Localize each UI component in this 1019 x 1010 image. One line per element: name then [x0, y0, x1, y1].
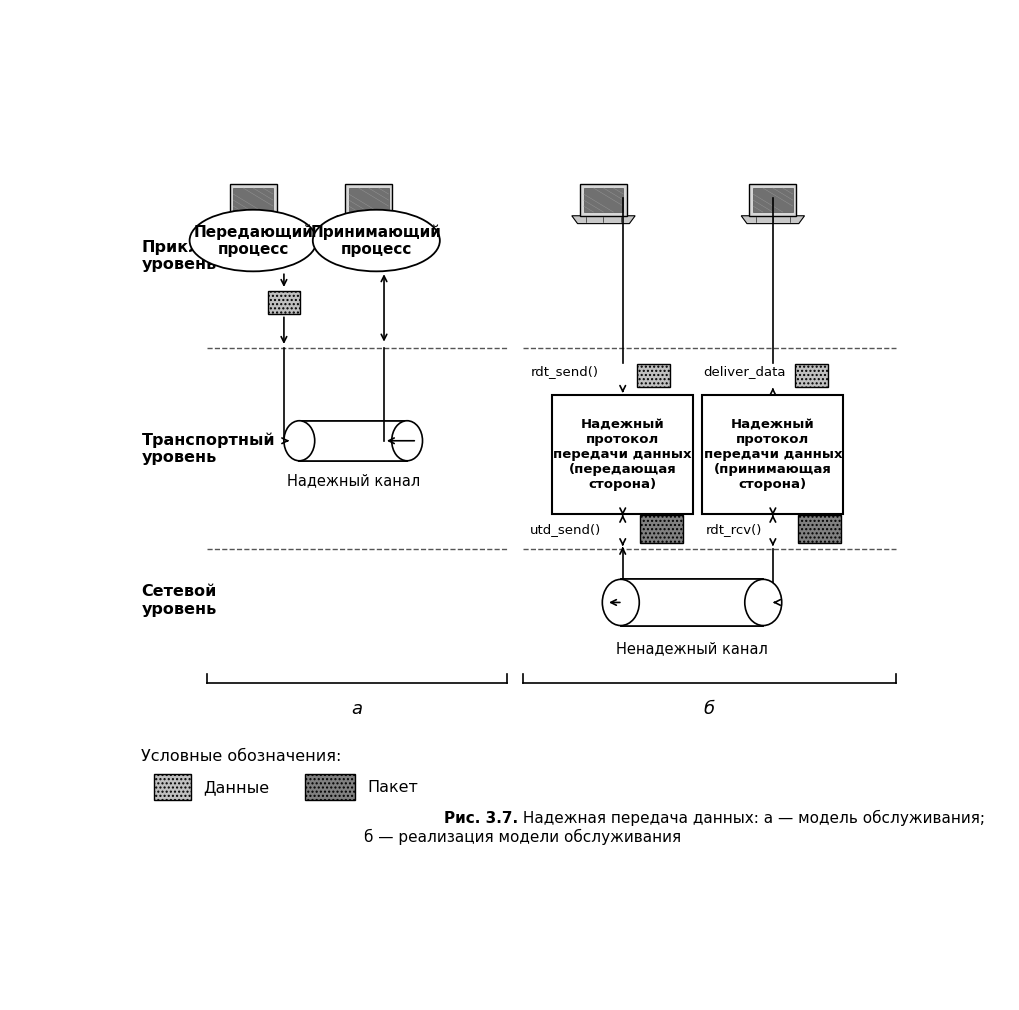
Bar: [753, 188, 793, 212]
Bar: [795, 364, 827, 387]
Bar: [305, 774, 356, 800]
Bar: [621, 580, 763, 625]
Text: Принимающий
процесс: Принимающий процесс: [311, 224, 442, 257]
Bar: [345, 185, 392, 216]
Bar: [233, 188, 273, 212]
Bar: [749, 185, 797, 216]
Text: deliver_data: deliver_data: [703, 365, 786, 378]
Ellipse shape: [284, 421, 315, 461]
Bar: [154, 774, 191, 800]
Text: Ненадежный канал: Ненадежный канал: [616, 641, 768, 655]
Text: Надежный канал: Надежный канал: [286, 473, 420, 488]
Bar: [640, 515, 683, 543]
Bar: [268, 291, 300, 314]
Text: Условные обозначения:: Условные обозначения:: [142, 749, 341, 764]
Polygon shape: [221, 216, 284, 223]
Text: Данные: Данные: [203, 780, 269, 795]
Text: Пакет: Пакет: [367, 780, 418, 795]
Text: Рис. 3.7.: Рис. 3.7.: [444, 811, 519, 825]
Bar: [702, 395, 844, 514]
Bar: [580, 185, 627, 216]
Text: rdt_send(): rdt_send(): [530, 365, 598, 378]
Text: Транспортный
уровень: Транспортный уровень: [142, 432, 275, 465]
Bar: [300, 421, 408, 461]
Text: Надежный
протокол
передачи данных
(принимающая
сторона): Надежный протокол передачи данных (прини…: [704, 418, 842, 491]
Text: Передающий
процесс: Передающий процесс: [194, 224, 313, 257]
Bar: [229, 185, 277, 216]
Bar: [621, 580, 763, 625]
Bar: [300, 421, 408, 461]
Bar: [348, 188, 388, 212]
Text: Надежная передача данных: а — модель обслуживания;: Надежная передача данных: а — модель обс…: [519, 810, 985, 826]
Ellipse shape: [190, 210, 317, 272]
Ellipse shape: [391, 421, 423, 461]
Bar: [798, 515, 841, 543]
Text: a: a: [352, 700, 363, 718]
Text: б — реализация модели обслуживания: б — реализация модели обслуживания: [364, 829, 681, 845]
Bar: [637, 364, 669, 387]
Bar: [584, 188, 624, 212]
Text: б: б: [703, 700, 714, 718]
Ellipse shape: [602, 580, 639, 625]
Polygon shape: [337, 216, 400, 223]
Ellipse shape: [745, 580, 782, 625]
Text: Сетевой
уровень: Сетевой уровень: [142, 585, 217, 617]
Text: Надежный
протокол
передачи данных
(передающая
сторона): Надежный протокол передачи данных (перед…: [553, 418, 692, 491]
Polygon shape: [572, 216, 635, 223]
Polygon shape: [741, 216, 805, 223]
Text: utd_send(): utd_send(): [530, 523, 601, 535]
Ellipse shape: [313, 210, 440, 272]
Bar: [552, 395, 693, 514]
Text: Прикладной
уровень: Прикладной уровень: [142, 239, 258, 273]
Text: rdt_rcv(): rdt_rcv(): [706, 523, 762, 535]
